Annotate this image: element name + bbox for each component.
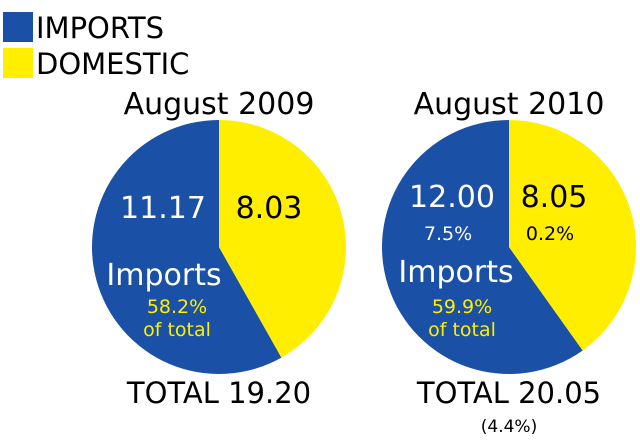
pie-title-2010: August 2010 (414, 87, 605, 122)
imports-share-note-2010: of total (428, 319, 496, 341)
pie-total-2009: TOTAL 19.20 (126, 376, 311, 410)
legend-swatch-domestic (3, 48, 33, 78)
legend-item-imports: IMPORTS (3, 11, 164, 45)
slice-value-imports-2010: 12.00 (409, 180, 495, 215)
pie-slice-imports-2009 (91, 119, 282, 374)
pie-slice-domestic-2009 (219, 120, 346, 358)
pie-slice-domestic-2010 (509, 120, 636, 351)
pie-chart-2009: August 2009 11.17 8.03 Imports 58.2% of … (91, 87, 346, 410)
slice-value-imports-2009: 11.17 (120, 191, 206, 226)
slice-change-imports-2010: 7.5% (424, 223, 472, 245)
pie-chart-2010: August 2010 12.00 7.5% 8.05 0.2% Imports… (381, 87, 636, 437)
pie-total-2010: TOTAL 20.05 (416, 376, 601, 410)
legend-label-imports: IMPORTS (36, 11, 164, 45)
imports-label-2010: Imports (398, 255, 513, 290)
imports-share-2010: 59.9% (432, 296, 492, 318)
legend-label-domestic: DOMESTIC (36, 47, 189, 81)
legend: IMPORTS DOMESTIC (3, 11, 189, 81)
slice-value-domestic-2009: 8.03 (236, 191, 303, 226)
pie-slice-imports-2010 (381, 120, 583, 375)
slice-value-domestic-2010: 8.05 (521, 180, 588, 215)
slice-change-domestic-2010: 0.2% (526, 223, 574, 245)
imports-label-2009: Imports (106, 258, 221, 293)
pie-total-change-2010: (4.4%) (481, 417, 537, 437)
legend-swatch-imports (3, 12, 33, 42)
legend-item-domestic: DOMESTIC (3, 47, 189, 81)
pie-title-2009: August 2009 (124, 87, 315, 122)
imports-share-2009: 58.2% (147, 296, 207, 318)
imports-share-note-2009: of total (143, 319, 211, 341)
